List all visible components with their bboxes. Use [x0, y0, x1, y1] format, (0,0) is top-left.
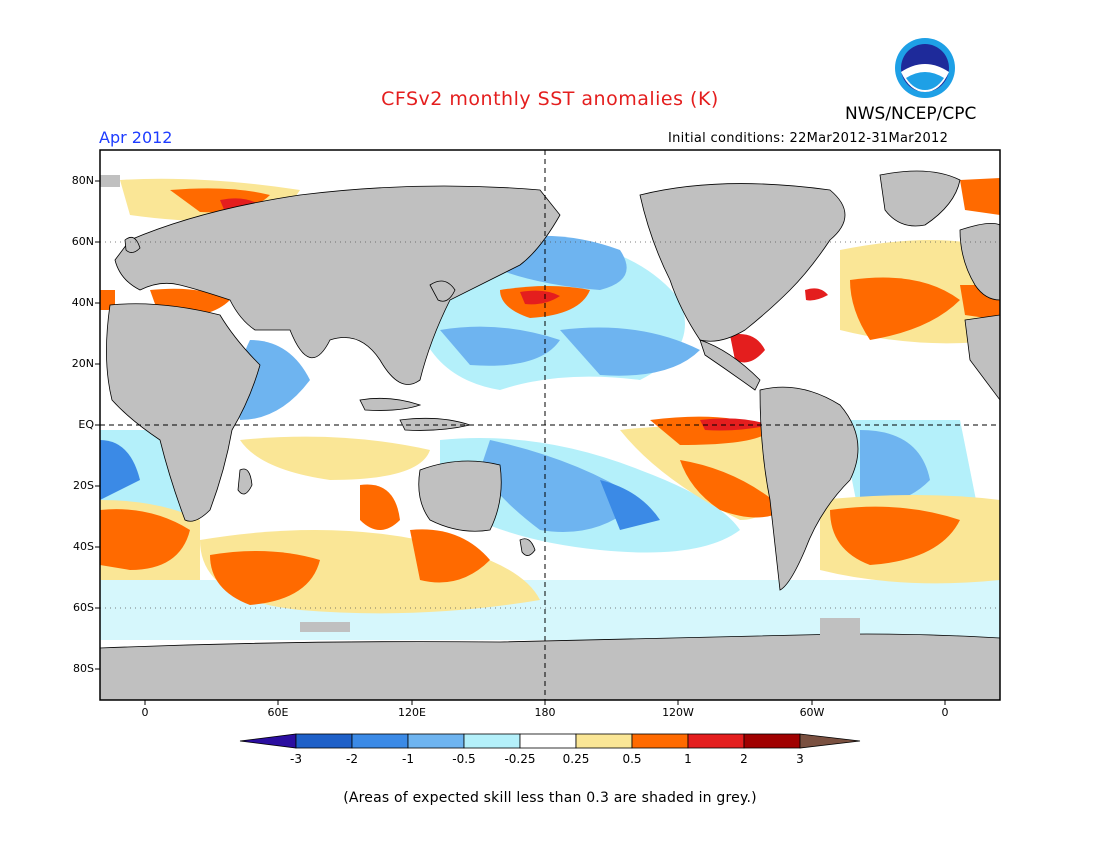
lon-tick-label: 180: [534, 706, 556, 719]
anomaly-patch: [440, 326, 560, 366]
lon-tick-label: 0: [941, 706, 949, 719]
colorbar-cell: [631, 733, 689, 749]
anomaly-patch: [830, 506, 960, 565]
forecast-month: Apr 2012: [99, 128, 173, 147]
low-skill-grey-areas: [100, 175, 860, 643]
colorbar-cell: [407, 733, 465, 749]
anomaly-patch: [700, 418, 770, 431]
anomaly-patch: [730, 334, 765, 363]
anomaly-patch: [680, 460, 785, 518]
colorbar-cell: [575, 733, 633, 749]
colorbar-cell: [743, 733, 801, 749]
colorbar-cell: [351, 733, 409, 749]
anomaly-patch: [860, 430, 930, 503]
lat-tick-label: EQ: [78, 418, 94, 431]
lat-tick-label: 80N: [71, 174, 94, 187]
colorbar-label: -1: [402, 752, 414, 766]
colorbar-label: 1: [684, 752, 692, 766]
anomaly-patch: [410, 529, 490, 583]
noaa-logo: [895, 38, 955, 98]
anomaly-patch: [480, 440, 640, 532]
anomaly-patch: [210, 551, 320, 605]
colorbar-label: 0.5: [622, 752, 642, 766]
chart-title: CFSv2 monthly SST anomalies (K): [381, 88, 719, 110]
colorbar-cell: [463, 733, 521, 749]
colorbar: [239, 733, 861, 749]
lat-tick-label: 20S: [73, 479, 94, 492]
colorbar-cell: [239, 733, 297, 749]
organization-label: NWS/NCEP/CPC: [845, 104, 977, 124]
anomaly-patch: [100, 509, 190, 570]
anomaly-patch: [560, 327, 700, 376]
lon-tick-label: 120E: [398, 706, 426, 719]
lat-tick-label: 20N: [71, 357, 94, 370]
anomaly-patch: [240, 436, 430, 480]
anomaly-patch: [850, 277, 960, 340]
colorbar-label: 3: [796, 752, 804, 766]
anomaly-patch: [600, 480, 660, 530]
footnote: (Areas of expected skill less than 0.3 a…: [343, 790, 757, 806]
colorbar-label: 2: [740, 752, 748, 766]
lat-tick-label: 40N: [71, 296, 94, 309]
lat-tick-label: 60N: [71, 235, 94, 248]
colorbar-label: -3: [290, 752, 302, 766]
anomaly-patch: [520, 290, 560, 305]
lat-tick-label: 40S: [73, 540, 94, 553]
anomaly-field: [100, 170, 1000, 700]
colorbar-cell: [687, 733, 745, 749]
lon-tick-label: 0: [141, 706, 149, 719]
colorbar-cell: [519, 733, 577, 749]
anomaly-patch: [805, 288, 828, 301]
gridlines: [100, 241, 1000, 609]
lat-tick-label: 80S: [73, 662, 94, 675]
anomaly-patch: [100, 440, 140, 500]
colorbar-cell: [295, 733, 353, 749]
lon-tick-label: 60W: [799, 706, 825, 719]
colorbar-label: 0.25: [562, 752, 590, 766]
anomaly-patch: [960, 178, 1000, 215]
anomaly-patch: [360, 484, 400, 530]
colorbar-cell: [799, 733, 861, 749]
land-masses: [100, 170, 1000, 700]
initial-conditions: Initial conditions: 22Mar2012-31Mar2012: [668, 131, 949, 146]
colorbar-label: -0.25: [504, 752, 536, 766]
axis-ticks: [95, 180, 946, 705]
lon-tick-label: 120W: [662, 706, 694, 719]
lon-tick-label: 60E: [267, 706, 289, 719]
colorbar-label: -2: [346, 752, 358, 766]
lat-tick-label: 60S: [73, 601, 94, 614]
colorbar-label: -0.5: [452, 752, 476, 766]
